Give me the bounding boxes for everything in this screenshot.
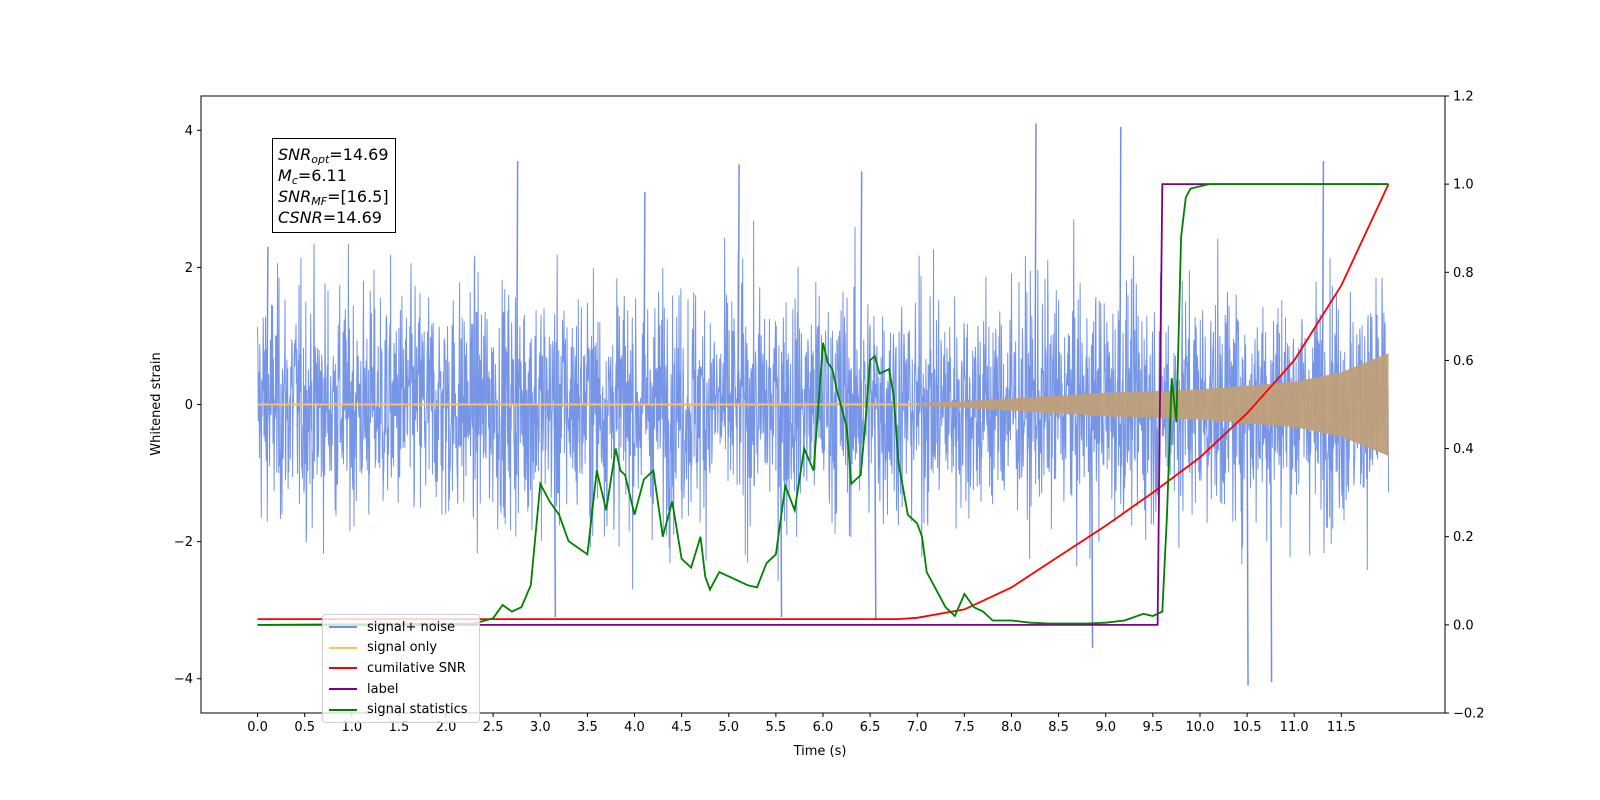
y-tick-label: −4 [174, 672, 193, 687]
snr-opt-line: SNRopt=14.69 [278, 145, 389, 166]
x-tick-label: 7.0 [907, 720, 928, 735]
x-axis-label: Time (s) [793, 744, 847, 759]
series-line-signal-statistics [257, 183, 1389, 626]
legend-item-cumulative-snr: cumilative SNR [323, 658, 479, 679]
x-tick-label: 8.0 [1001, 720, 1022, 735]
legend-item-label: label [323, 679, 479, 700]
y2-tick-label: −0.2 [1453, 707, 1485, 722]
x-tick-label: 6.5 [860, 720, 881, 735]
x-tick-label: 4.0 [624, 720, 645, 735]
legend-label: signal+ noise [367, 619, 456, 635]
x-axis-ticks: 0.0 0.5 1.0 1.5 2.0 2.5 3.0 3.5 4.0 4.5 5.0 5.5 6.0 6… [247, 713, 1356, 735]
noise-spike [1034, 123, 1037, 405]
x-tick-label: 10.0 [1185, 720, 1214, 735]
x-tick-label: 11.5 [1327, 720, 1356, 735]
legend-label: signal statistics [367, 702, 468, 718]
y2-tick-label: 1.2 [1453, 90, 1474, 105]
noise-spike [859, 171, 863, 405]
mc-line: Mc=6.11 [278, 166, 347, 187]
x-tick-label: 9.0 [1095, 720, 1116, 735]
y-tick-label: 4 [185, 124, 193, 139]
series-signal-only [257, 353, 1389, 456]
csnr-value: =14.69 [322, 208, 382, 227]
x-tick-label: 9.5 [1143, 720, 1164, 735]
y2-tick-label: 0.8 [1453, 266, 1474, 281]
legend: signal+ noise signal only cumilative SNR… [322, 614, 480, 723]
x-tick-label: 10.5 [1233, 720, 1262, 735]
snr-info-box: SNRopt=14.69 Mc=6.11 SNRMF=[16.5] CSNR=1… [272, 138, 396, 233]
y-axis-label: Whitened strain [149, 352, 164, 455]
legend-item-signal-noise: signal+ noise [323, 617, 479, 638]
noise-spike [643, 191, 646, 405]
legend-label: cumilative SNR [367, 660, 466, 676]
snr-mf-line: SNRMF=[16.5] [278, 187, 389, 208]
legend-label: signal only [367, 640, 438, 656]
x-tick-label: 1.5 [389, 720, 410, 735]
x-tick-label: 6.0 [813, 720, 834, 735]
noise-spike [1269, 404, 1273, 683]
x-tick-label: 5.5 [766, 720, 787, 735]
x-tick-label: 4.5 [671, 720, 692, 735]
x-tick-label: 2.5 [483, 720, 504, 735]
y2-tick-label: 0.4 [1453, 442, 1474, 457]
x-tick-label: 11.0 [1280, 720, 1309, 735]
legend-swatch [329, 708, 357, 711]
noise-spike [737, 164, 740, 405]
x-tick-label: 7.5 [954, 720, 975, 735]
x-tick-label: 0.0 [247, 720, 268, 735]
y2-axis-ticks: −0.2 0.0 0.2 0.4 0.6 0.8 1.0 1.2 [1445, 90, 1485, 722]
legend-label: label [367, 681, 399, 697]
x-tick-label: 8.5 [1048, 720, 1069, 735]
y-tick-label: −2 [174, 535, 193, 550]
series-lines [257, 183, 1390, 626]
noise-spike [266, 246, 269, 405]
snr-mf-value: =[16.5] [327, 187, 389, 206]
y2-tick-label: 0.2 [1453, 530, 1474, 545]
x-tick-label: 3.0 [530, 720, 551, 735]
y-axis-ticks: −4 −2 0 2 4 [174, 124, 201, 687]
legend-item-signal-only: signal only [323, 638, 479, 659]
legend-swatch [329, 646, 357, 649]
series-line-cumilative-SNR [257, 183, 1390, 620]
y2-tick-label: 0.0 [1453, 618, 1474, 633]
x-tick-label: 5.0 [718, 720, 739, 735]
x-tick-label: 2.0 [436, 720, 457, 735]
x-tick-label: 3.5 [577, 720, 598, 735]
noise-spike [1246, 404, 1249, 686]
csnr-line: CSNR=14.69 [278, 208, 382, 227]
y2-tick-label: 1.0 [1453, 178, 1474, 193]
x-tick-label: 1.0 [341, 720, 362, 735]
y-tick-label: 0 [185, 398, 193, 413]
y-tick-label: 2 [185, 261, 193, 276]
x-tick-label: 0.5 [294, 720, 315, 735]
noise-spike [874, 404, 877, 621]
legend-item-signal-statistics: signal statistics [323, 699, 479, 720]
noise-spike [1321, 161, 1325, 405]
noise-spike [553, 404, 557, 618]
noise-spike [1119, 126, 1122, 405]
mc-value: =6.11 [297, 166, 347, 185]
legend-swatch [329, 667, 357, 670]
legend-swatch [329, 688, 357, 691]
noise-spike [1090, 404, 1094, 648]
noise-spike [515, 161, 519, 405]
y2-tick-label: 0.6 [1453, 354, 1474, 369]
snr-opt-value: =14.69 [329, 145, 389, 164]
legend-swatch [329, 626, 357, 629]
